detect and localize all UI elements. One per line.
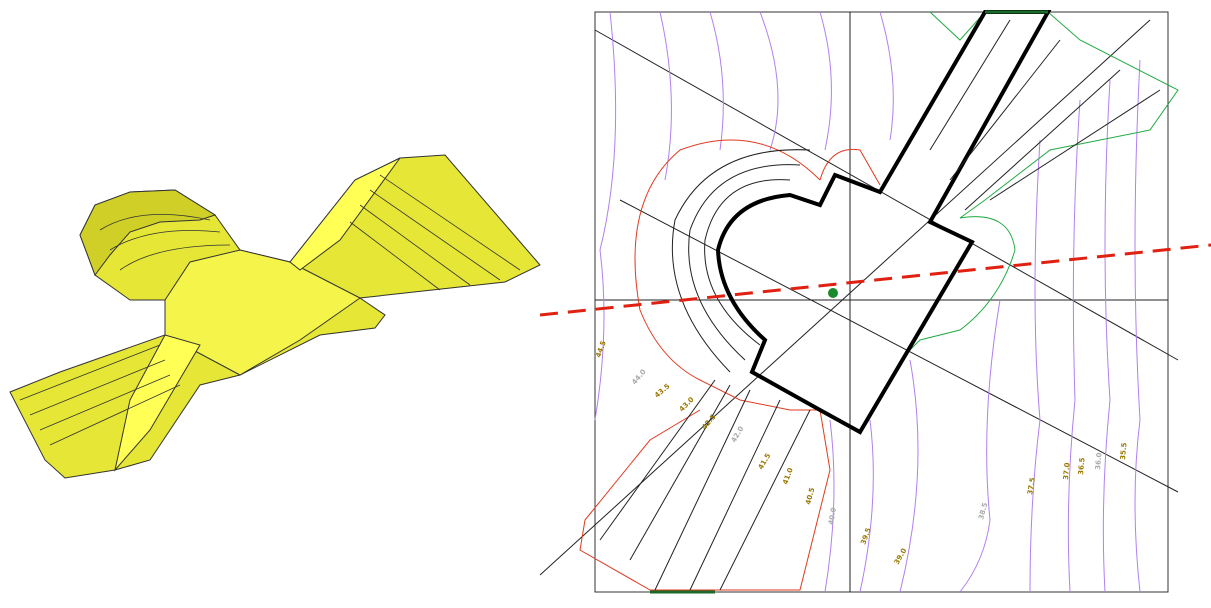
contour-label: 37.5	[1026, 477, 1037, 496]
diagonal	[539, 19, 1151, 576]
3d-model	[9, 154, 541, 479]
contour-label: 37.0	[1062, 462, 1071, 480]
section-line	[539, 243, 1211, 317]
diagonal	[619, 199, 1179, 493]
building-outline	[715, 10, 1052, 435]
contour-label: 36.0	[1094, 452, 1103, 470]
contour-label: 38.5	[977, 502, 989, 521]
contour-label: 35.5	[1119, 442, 1128, 460]
contour-label: 41.0	[781, 467, 794, 486]
contour-label: 40.5	[804, 487, 816, 506]
plan-view	[539, 10, 1211, 594]
contour-label: 44.0	[630, 368, 647, 386]
frame	[594, 11, 1169, 593]
grading-lines	[599, 19, 1161, 591]
contours	[594, 11, 1141, 593]
contour-label: 41.5	[757, 452, 773, 471]
diagonal	[594, 29, 1179, 361]
contour-label: 40.0	[827, 507, 838, 526]
marker	[828, 288, 838, 298]
contour-label: 39.5	[859, 527, 872, 546]
contour-label: 36.5	[1077, 457, 1086, 475]
contour-label: 44.5	[594, 340, 607, 359]
contour-label: 43.5	[653, 382, 671, 399]
